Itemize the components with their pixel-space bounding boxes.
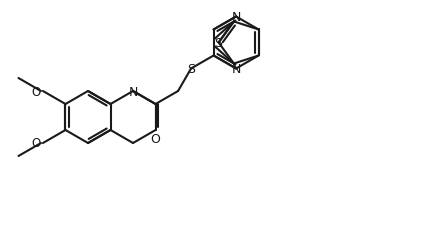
Text: N: N	[128, 85, 138, 98]
Text: N: N	[232, 63, 241, 76]
Text: S: S	[187, 63, 195, 76]
Text: N: N	[232, 11, 241, 24]
Text: O: O	[32, 137, 41, 150]
Text: O: O	[32, 85, 41, 98]
Text: S: S	[215, 37, 222, 50]
Text: O: O	[151, 133, 160, 146]
